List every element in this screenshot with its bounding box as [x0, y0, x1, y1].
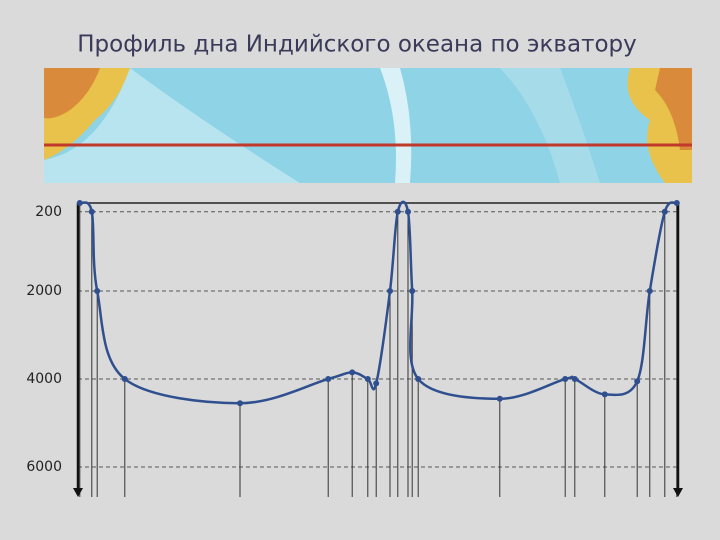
- point: [571, 376, 578, 382]
- map-shelf: [44, 68, 300, 183]
- point: [646, 288, 653, 294]
- point: [88, 208, 95, 215]
- point: [349, 369, 356, 376]
- map-land: [44, 68, 100, 119]
- point: [562, 376, 569, 382]
- arrow-head: [73, 488, 83, 497]
- point: [364, 376, 371, 382]
- y-tick-label: 4000: [26, 371, 62, 387]
- point: [373, 380, 380, 387]
- map-ridge: [380, 68, 412, 183]
- profile-line: [79, 200, 678, 405]
- point: [325, 376, 332, 382]
- point: [76, 200, 83, 206]
- map-land: [655, 68, 692, 150]
- point: [409, 288, 416, 294]
- point: [634, 378, 641, 385]
- point: [387, 288, 393, 294]
- point: [673, 200, 680, 206]
- chart-title: Профиль дна Индийского океана по экватор…: [77, 32, 637, 58]
- point: [405, 208, 411, 215]
- point: [496, 395, 503, 402]
- point: [394, 208, 401, 215]
- map-basin: [500, 68, 600, 183]
- point: [601, 391, 608, 398]
- y-tick-label: 200: [35, 204, 62, 220]
- plot: 200 2000 4000 6000: [26, 200, 683, 497]
- point: [121, 376, 128, 382]
- point: [661, 208, 668, 215]
- point: [415, 376, 422, 382]
- point: [237, 400, 243, 407]
- map: [44, 68, 692, 183]
- arrow-head: [673, 488, 683, 497]
- y-tick-label: 6000: [26, 459, 62, 475]
- point: [94, 288, 101, 294]
- y-tick-label: 2000: [26, 283, 62, 299]
